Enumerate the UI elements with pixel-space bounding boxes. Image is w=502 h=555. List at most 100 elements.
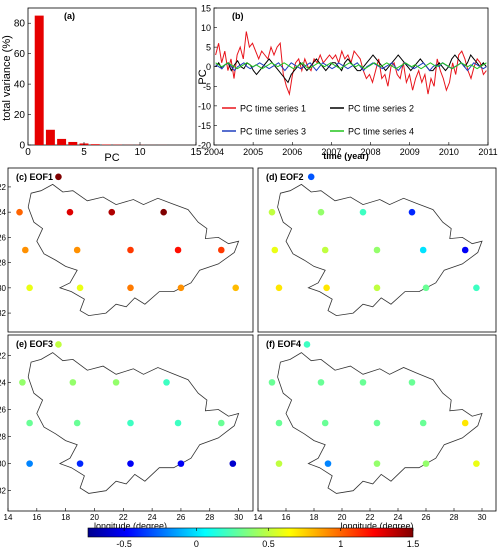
- eof-map-panel: (c) EOF1-22-24-26-28-30-32latitude (degr…: [0, 168, 253, 332]
- eof-grid-point: [462, 247, 469, 254]
- eof-grid-point: [276, 420, 283, 427]
- eof-grid-point: [74, 420, 81, 427]
- x-tick-label: 10: [134, 147, 146, 158]
- eof-grid-point: [230, 460, 237, 467]
- y-tick-label: -32: [0, 309, 7, 318]
- x-tick-label: 0: [25, 147, 31, 158]
- eof-grid-point: [374, 247, 381, 254]
- x-tick-label: 28: [450, 513, 459, 522]
- eof-grid-point: [127, 420, 134, 427]
- eof-grid-point: [108, 209, 115, 216]
- eof-grid-point: [276, 460, 283, 467]
- eof-grid-point: [77, 285, 84, 292]
- eof-grid-point: [272, 247, 279, 254]
- eof-grid-point: [178, 460, 185, 467]
- x-tick-label: 2005: [243, 147, 263, 157]
- panel-a-label: (a): [64, 11, 75, 21]
- eof-grid-point: [163, 379, 170, 386]
- x-tick-label: 2011: [478, 147, 497, 157]
- variance-bar: [46, 130, 55, 145]
- x-tick-label: 2008: [361, 147, 381, 157]
- variance-bar: [35, 16, 44, 145]
- eof-grid-point: [127, 285, 134, 292]
- x-tick-label: 16: [32, 513, 41, 522]
- eof-grid-point: [420, 420, 427, 427]
- eof-grid-point: [218, 420, 225, 427]
- eof-grid-point: [175, 420, 182, 427]
- colorbar-tick-label: 1: [338, 539, 343, 549]
- eof-grid-point: [409, 379, 416, 386]
- x-tick-label: 18: [61, 513, 70, 522]
- y-tick-label: -10: [198, 101, 211, 111]
- eof-grid-point: [74, 247, 81, 254]
- y-tick-label: -26: [0, 233, 7, 242]
- colorbar-tick-label: 0.5: [262, 539, 275, 549]
- map-panel-label: (c) EOF1: [16, 172, 53, 182]
- eof-grid-point: [127, 247, 134, 254]
- eof-grid-point: [55, 174, 62, 181]
- y-tick-label: 5: [206, 43, 211, 53]
- eof-grid-point: [420, 247, 427, 254]
- eof-grid-point: [175, 247, 182, 254]
- eof-grid-point: [318, 209, 325, 216]
- x-tick-label: 26: [422, 513, 431, 522]
- y-tick-label: 40: [14, 80, 26, 91]
- y-tick-label: -20: [198, 141, 211, 151]
- eof-grid-point: [55, 341, 62, 348]
- x-tick-label: 18: [310, 513, 319, 522]
- variance-bar: [91, 144, 100, 145]
- eof-grid-point: [360, 209, 367, 216]
- x-tick-label: 2010: [439, 147, 459, 157]
- x-tick-label: 2009: [400, 147, 420, 157]
- colorbar-tick-label: 0: [194, 539, 199, 549]
- eof-grid-point: [269, 209, 276, 216]
- y-tick-label: 0: [19, 141, 25, 152]
- x-tick-label: 14: [254, 513, 263, 522]
- legend-entry: PC time series 4: [348, 127, 414, 137]
- y-tick-label: -22: [0, 351, 7, 360]
- eof-grid-point: [269, 379, 276, 386]
- eof-grid-point: [26, 420, 33, 427]
- y-tick-label: 80: [14, 19, 26, 30]
- map-panel-label: (e) EOF3: [16, 339, 53, 349]
- eof-grid-point: [178, 285, 185, 292]
- y-tick-label: 15: [201, 4, 211, 14]
- eof-grid-point: [22, 247, 29, 254]
- eof-grid-point: [77, 460, 84, 467]
- variance-bar: [68, 142, 77, 145]
- map-panel-label: (d) EOF2: [266, 172, 304, 182]
- x-tick-label: 30: [234, 513, 243, 522]
- eof-grid-point: [160, 209, 167, 216]
- eof-grid-point: [26, 285, 33, 292]
- y-tick-label: 0: [206, 62, 211, 72]
- eof-grid-point: [16, 209, 23, 216]
- variance-bar: [57, 139, 66, 145]
- y-tick-label: -5: [203, 82, 211, 92]
- eof-grid-point: [19, 379, 26, 386]
- y-tick-label: -28: [0, 433, 7, 442]
- eof-grid-point: [113, 379, 120, 386]
- eof-grid-point: [26, 460, 33, 467]
- eof-maps: (c) EOF1-22-24-26-28-30-32latitude (degr…: [0, 168, 496, 531]
- eof-grid-point: [322, 420, 329, 427]
- eof-grid-point: [127, 460, 134, 467]
- x-tick-label: 26: [176, 513, 185, 522]
- x-tick-label: 30: [478, 513, 487, 522]
- eof-grid-point: [304, 341, 311, 348]
- eof-grid-point: [423, 460, 430, 467]
- eof-grid-point: [70, 379, 77, 386]
- eof-grid-point: [473, 285, 480, 292]
- eof-map-panel: (d) EOF2: [258, 168, 496, 332]
- y-tick-label: -28: [0, 259, 7, 268]
- eof-grid-point: [374, 460, 381, 467]
- y-tick-label: 60: [14, 49, 26, 60]
- x-tick-label: 14: [4, 513, 13, 522]
- panel-b-label: (b): [232, 11, 244, 21]
- y-tick-label: -32: [0, 487, 7, 496]
- y-tick-label: -30: [0, 284, 7, 293]
- x-tick-label: 28: [205, 513, 214, 522]
